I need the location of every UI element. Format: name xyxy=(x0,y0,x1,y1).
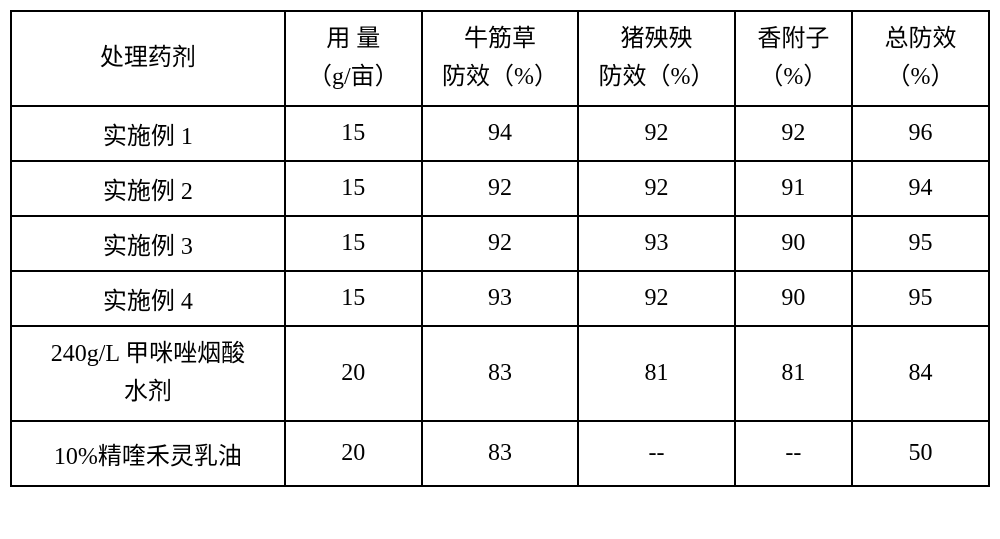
table-cell: 实施例 3 xyxy=(11,216,285,271)
header-cell-dosage: 用 量（g/亩） xyxy=(285,11,422,106)
table-cell: 92 xyxy=(422,161,578,216)
table-cell: 92 xyxy=(735,106,852,161)
table-cell: 81 xyxy=(735,326,852,421)
table-cell: 91 xyxy=(735,161,852,216)
table-cell: 90 xyxy=(735,271,852,326)
table-cell: 240g/L 甲咪唑烟酸水剂 xyxy=(11,326,285,421)
table-cell: 83 xyxy=(422,421,578,486)
table-cell: 92 xyxy=(578,271,734,326)
header-cell-treatment: 处理药剂 xyxy=(11,11,285,106)
table-cell: 实施例 2 xyxy=(11,161,285,216)
table-cell: 10%精喹禾灵乳油 xyxy=(11,421,285,486)
table-cell: 90 xyxy=(735,216,852,271)
table-body: 实施例 11594929296实施例 21592929194实施例 315929… xyxy=(11,106,989,486)
header-cell-eff2: 猪殃殃防效（%） xyxy=(578,11,734,106)
header-cell-eff3: 香附子（%） xyxy=(735,11,852,106)
table-cell: 20 xyxy=(285,326,422,421)
table-cell: 20 xyxy=(285,421,422,486)
table-cell: 92 xyxy=(578,161,734,216)
table-cell: 95 xyxy=(852,271,989,326)
table-row: 10%精喹禾灵乳油2083----50 xyxy=(11,421,989,486)
table-cell: 92 xyxy=(422,216,578,271)
table-cell: 93 xyxy=(422,271,578,326)
table-cell: 15 xyxy=(285,271,422,326)
table-cell: 实施例 4 xyxy=(11,271,285,326)
table-cell: 94 xyxy=(422,106,578,161)
cell-text: 240g/L 甲咪唑烟酸水剂 xyxy=(51,341,245,405)
table-cell: 50 xyxy=(852,421,989,486)
header-cell-total: 总防效（%） xyxy=(852,11,989,106)
table-cell: 84 xyxy=(852,326,989,421)
data-table-container: 处理药剂 用 量（g/亩） 牛筋草防效（%） 猪殃殃防效（%） 香附子（%） 总… xyxy=(10,10,990,487)
table-cell: 92 xyxy=(578,106,734,161)
table-cell: 15 xyxy=(285,106,422,161)
table-row: 实施例 11594929296 xyxy=(11,106,989,161)
table-cell: -- xyxy=(735,421,852,486)
table-row: 240g/L 甲咪唑烟酸水剂2083818184 xyxy=(11,326,989,421)
header-cell-eff1: 牛筋草防效（%） xyxy=(422,11,578,106)
table-cell: 94 xyxy=(852,161,989,216)
table-cell: 15 xyxy=(285,216,422,271)
efficacy-table: 处理药剂 用 量（g/亩） 牛筋草防效（%） 猪殃殃防效（%） 香附子（%） 总… xyxy=(10,10,990,487)
table-row: 实施例 41593929095 xyxy=(11,271,989,326)
table-cell: 83 xyxy=(422,326,578,421)
header-row: 处理药剂 用 量（g/亩） 牛筋草防效（%） 猪殃殃防效（%） 香附子（%） 总… xyxy=(11,11,989,106)
table-row: 实施例 31592939095 xyxy=(11,216,989,271)
table-row: 实施例 21592929194 xyxy=(11,161,989,216)
table-cell: 93 xyxy=(578,216,734,271)
table-header: 处理药剂 用 量（g/亩） 牛筋草防效（%） 猪殃殃防效（%） 香附子（%） 总… xyxy=(11,11,989,106)
table-cell: -- xyxy=(578,421,734,486)
table-cell: 实施例 1 xyxy=(11,106,285,161)
table-cell: 81 xyxy=(578,326,734,421)
table-cell: 96 xyxy=(852,106,989,161)
table-cell: 95 xyxy=(852,216,989,271)
table-cell: 15 xyxy=(285,161,422,216)
